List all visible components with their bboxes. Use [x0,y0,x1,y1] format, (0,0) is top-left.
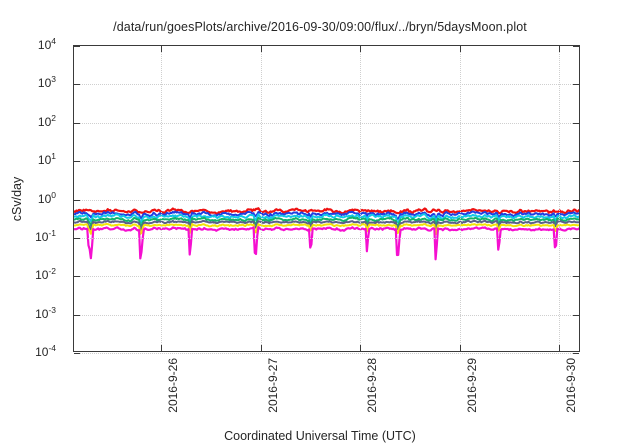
gridline-horizontal [74,199,579,201]
y-axis-tick [573,353,579,354]
y-axis-tick [573,161,579,163]
plot-area [73,45,580,354]
data-series-dark-slate [74,219,579,232]
y-axis-tick-label: 10-3 [35,304,56,321]
y-axis-tick [74,314,80,316]
x-axis-tick [360,46,362,52]
gridline-horizontal [74,84,579,86]
gridline-horizontal [74,237,579,239]
y-axis-tick-label: 103 [37,74,56,91]
y-axis-tick [74,84,80,86]
y-axis-tick-label: 104 [37,36,56,52]
y-axis-tick-label: 100 [37,189,56,206]
gridline-horizontal [74,122,579,124]
y-axis-tick-label: 10-4 [35,343,56,359]
x-axis-tick-label: 2016-9-27 [265,358,280,413]
x-axis-tick [260,345,262,351]
x-axis-tick [161,46,163,52]
y-axis-tick [74,276,80,278]
gridline-vertical [161,46,163,351]
x-axis-tick-label: 2016-9-30 [564,358,579,413]
x-axis-tick [360,345,362,351]
x-axis-title: Coordinated Universal Time (UTC) [224,429,416,443]
y-axis-tick [74,199,80,201]
x-axis-tick-label: 2016-9-26 [166,358,181,413]
x-axis-tick [459,345,461,351]
y-axis-tick [74,237,80,239]
y-axis-tick [573,237,579,239]
y-axis-tick [573,314,579,316]
gridline-vertical [459,46,461,351]
y-axis-tick [74,353,80,354]
y-axis-tick [74,122,80,124]
y-axis-tick [573,46,579,47]
gridline-vertical [559,46,561,351]
y-axis-tick-label: 101 [37,151,56,168]
data-series-red-upper [74,207,579,215]
gridline-vertical [360,46,362,351]
y-axis-title: cSv/day [10,176,24,222]
x-axis-tick [559,345,561,351]
y-axis-tick [573,276,579,278]
y-axis-tick [74,161,80,163]
y-axis-tick-label: 10-1 [35,227,56,244]
x-axis-tick [559,46,561,52]
y-axis-tick [573,199,579,201]
data-series-blue-upper [74,210,579,221]
y-axis-tick [74,46,80,47]
gridline-horizontal [74,276,579,278]
data-series-green [74,216,579,228]
x-axis-tick-label: 2016-9-28 [365,358,380,413]
gridline-horizontal [74,353,579,354]
gridline-vertical [260,46,262,351]
data-series-magenta-lower [74,226,579,261]
x-axis-tick [260,46,262,52]
y-axis-tick-label: 10-2 [35,266,56,283]
y-axis-tick [573,84,579,86]
x-axis-tick-label: 2016-9-29 [464,358,479,413]
gridline-horizontal [74,314,579,316]
series-plot [74,207,579,261]
y-axis-tick-label: 102 [37,112,56,129]
x-axis-tick [161,345,163,351]
data-series-cyan [74,213,579,225]
data-series-yellow [74,222,579,236]
y-axis-tick [573,122,579,124]
gridline-horizontal [74,161,579,163]
x-axis-tick [459,46,461,52]
page-title: /data/run/goesPlots/archive/2016-09-30/0… [113,20,527,34]
